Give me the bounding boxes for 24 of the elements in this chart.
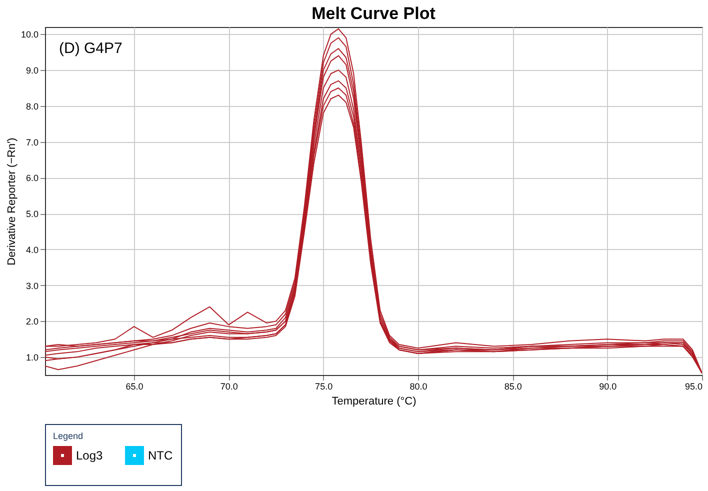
y-tick-label: 2.0 xyxy=(26,316,38,327)
x-tick-label: 75.0 xyxy=(315,382,333,392)
x-tick-label: 90.0 xyxy=(599,382,617,392)
x-tick-label: 70.0 xyxy=(220,382,238,392)
y-axis-title: Derivative Reporter (−Rn′) xyxy=(6,138,18,266)
legend-title: Legend xyxy=(53,431,84,441)
y-tick-label: 4.0 xyxy=(26,244,38,255)
chart-title: Melt Curve Plot xyxy=(312,4,436,23)
x-tick-label: 65.0 xyxy=(126,382,144,392)
y-tick-label: 7.0 xyxy=(26,137,38,148)
y-tick-label: 3.0 xyxy=(26,280,38,291)
x-tick-label: 80.0 xyxy=(410,382,428,392)
y-tick-label: 8.0 xyxy=(26,101,38,112)
y-tick-label: 6.0 xyxy=(26,173,38,184)
x-axis-title: Temperature (°C) xyxy=(332,396,416,408)
y-tick-label: 5.0 xyxy=(26,209,38,220)
y-tick-label: 9.0 xyxy=(26,66,38,76)
legend-label: Log3 xyxy=(76,448,104,463)
x-tick-label: 85.0 xyxy=(504,382,522,392)
annotation: (D) G4P7 xyxy=(59,40,122,57)
y-tick-label: 10.0 xyxy=(20,30,38,40)
y-tick-label: 1.0 xyxy=(26,352,38,363)
x-tick-label: 95.0 xyxy=(684,382,702,392)
legend-label: NTC xyxy=(148,448,173,463)
